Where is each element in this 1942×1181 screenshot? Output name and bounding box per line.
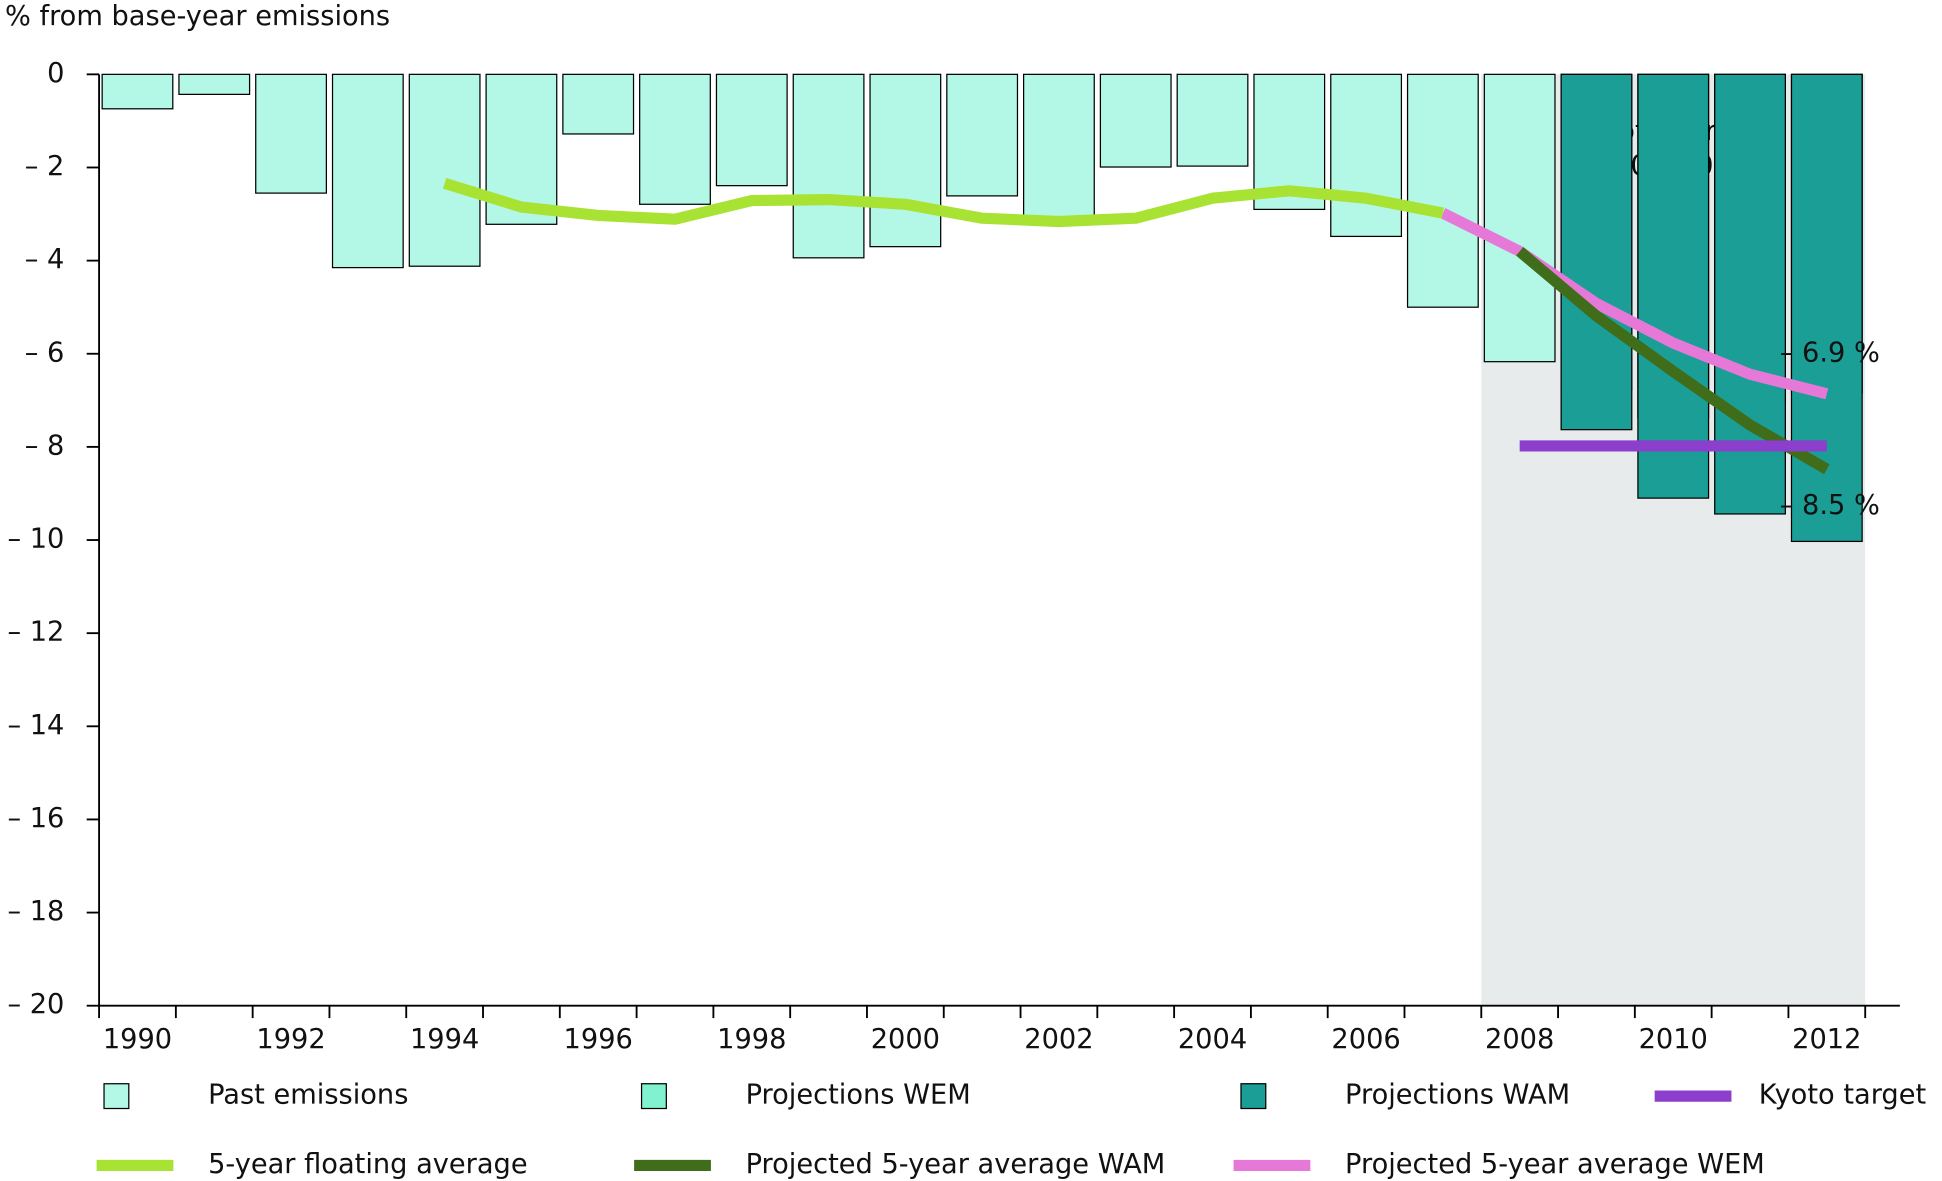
y-tick-label: 0 (47, 58, 64, 89)
bar (331, 73, 404, 269)
value-label: – 6.9 % (1780, 338, 1880, 369)
line (442, 177, 1444, 228)
legend-label: Projected 5-year average WAM (746, 1149, 1166, 1180)
legend-label: Past emissions (208, 1080, 408, 1111)
bar (178, 73, 251, 95)
y-tick-label: – 14 (7, 710, 64, 741)
y-tick-label: – 2 (25, 151, 65, 182)
y-tick-label: – 16 (7, 803, 64, 834)
bar (1022, 73, 1095, 222)
bar (1483, 73, 1556, 363)
bar (408, 73, 481, 267)
legend-swatch (1240, 1083, 1267, 1110)
legend-label: Projected 5-year average WEM (1345, 1149, 1765, 1180)
bar (792, 73, 865, 259)
y-tick-label: – 12 (7, 617, 64, 648)
bar (255, 73, 327, 194)
legend-swatch (103, 1083, 130, 1110)
bar (562, 73, 635, 135)
x-tick-label: 2008 (1485, 1024, 1554, 1055)
line (1440, 208, 1829, 400)
bar (1560, 73, 1633, 431)
bar (1099, 73, 1172, 168)
legend-swatch (640, 1083, 667, 1110)
legend-label: Projections WEM (746, 1080, 971, 1111)
y-tick-label: – 10 (7, 524, 64, 555)
bar (715, 73, 788, 187)
y-tick-label: – 4 (25, 244, 65, 275)
x-tick-label: 2010 (1639, 1024, 1708, 1055)
x-tick-label: 1994 (410, 1024, 479, 1055)
y-tick-label: – 18 (7, 896, 64, 927)
line (1516, 247, 1830, 475)
bar (1406, 73, 1479, 308)
bar (1637, 73, 1710, 499)
value-label: – 8.5 % (1780, 490, 1880, 521)
bar (1176, 73, 1249, 167)
x-tick-label: 1996 (564, 1024, 633, 1055)
x-tick-label: 1998 (717, 1024, 786, 1055)
legend-label: 5-year floating average (208, 1149, 528, 1180)
y-tick-label: – 20 (7, 989, 64, 1020)
legend-label: Kyoto target (1759, 1080, 1927, 1111)
bar (946, 73, 1019, 197)
x-tick-label: 1990 (103, 1024, 172, 1055)
x-tick-label: 1992 (256, 1024, 325, 1055)
legend-label: Projections WAM (1345, 1080, 1570, 1111)
x-tick-label: 2012 (1792, 1024, 1861, 1055)
y-axis-label: % from base-year emissions (5, 1, 390, 32)
bar (1330, 73, 1403, 238)
bar (869, 73, 942, 248)
x-tick-label: 2002 (1024, 1024, 1093, 1055)
x-tick-label: 2000 (871, 1024, 940, 1055)
bar (101, 73, 174, 110)
bar (639, 73, 711, 205)
x-tick-label: 2004 (1178, 1024, 1247, 1055)
y-tick-label: – 8 (25, 430, 65, 461)
bar (1790, 73, 1863, 543)
x-tick-label: 2006 (1331, 1024, 1400, 1055)
y-tick-label: – 6 (25, 337, 65, 368)
